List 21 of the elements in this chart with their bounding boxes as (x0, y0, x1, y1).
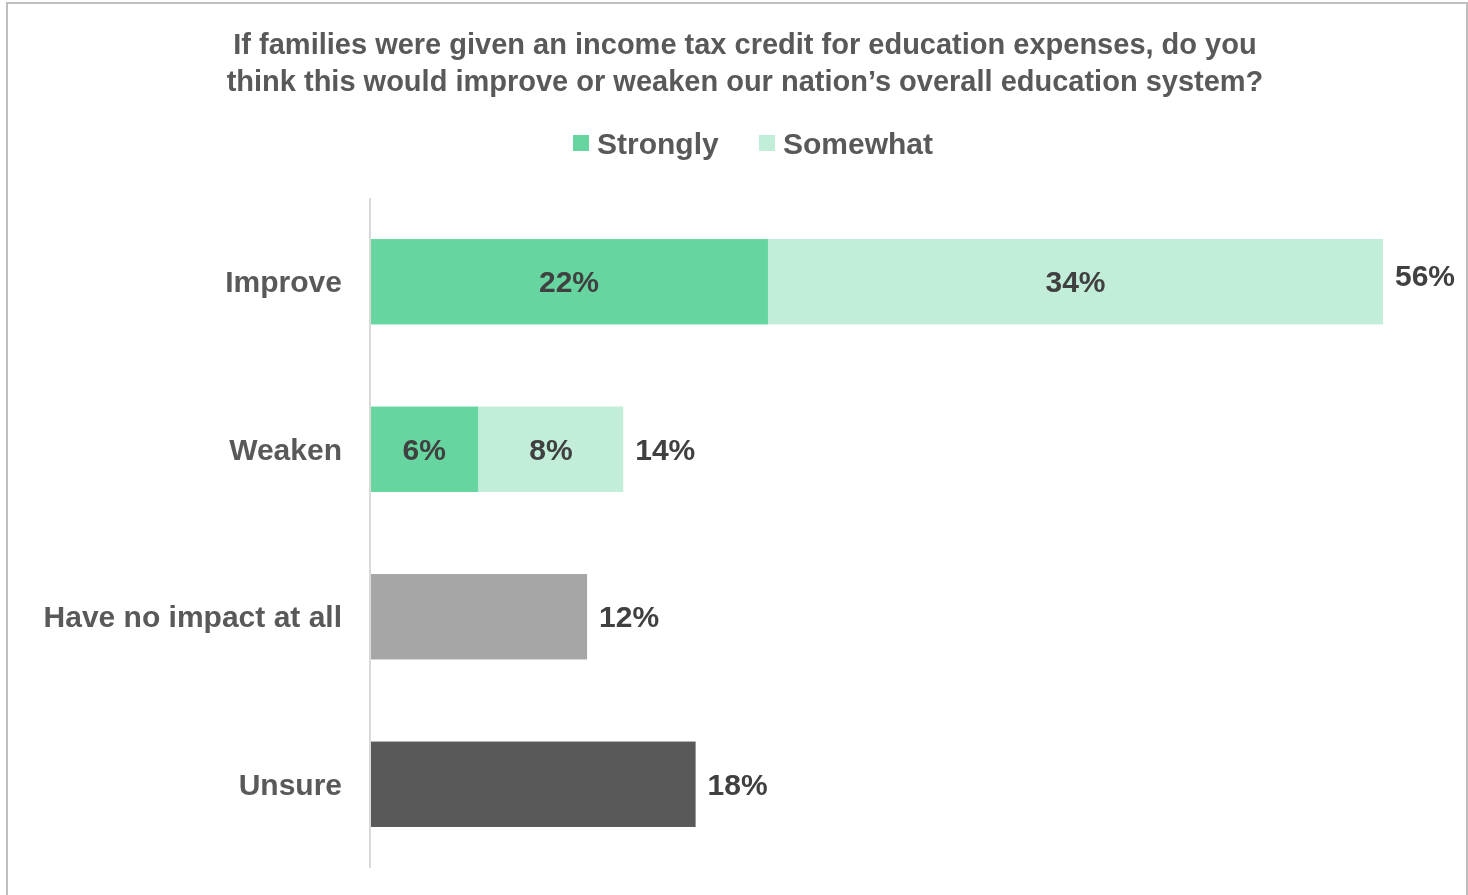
bar (478, 406, 624, 492)
total-label: 14% (635, 432, 696, 466)
total-label: 12% (599, 600, 660, 634)
bar (370, 239, 768, 325)
legend-label: Strongly (597, 126, 719, 160)
data-label: 34% (1045, 265, 1106, 299)
legend-label: Somewhat (783, 126, 934, 160)
y-tick-label: Improve (225, 265, 342, 299)
y-tick-label: Have no impact at all (43, 600, 342, 634)
bar (370, 574, 588, 660)
bar (370, 741, 696, 827)
chart-title: If families were given an income tax credit for education expenses, do you think this would improve or weaken our nation’s overall education system? (226, 28, 1264, 98)
total-label: 56% (1395, 259, 1456, 293)
bar (767, 239, 1383, 325)
data-label: 6% (402, 432, 446, 466)
data-label: 22% (538, 265, 600, 299)
y-tick-label: Unsure (238, 767, 342, 801)
bar (370, 406, 479, 492)
total-label: 18% (707, 767, 768, 801)
y-tick-label: Weaken (229, 432, 342, 466)
data-label: 8% (529, 432, 573, 466)
